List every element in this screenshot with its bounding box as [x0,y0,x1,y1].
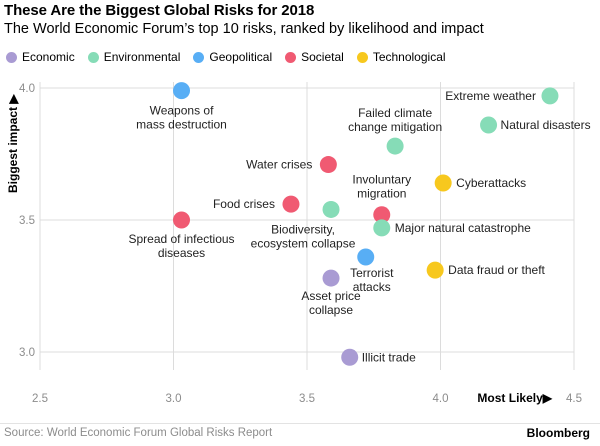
point-label: Involuntary migration [352,173,411,201]
point-label: Asset price collapse [301,289,361,317]
legend-swatch-geopolitical [193,51,205,63]
legend-swatch-economic [6,51,17,63]
point-environmental [322,200,340,218]
x-tick-label: 4.5 [566,393,582,405]
point-label: Major natural catastrophe [395,221,531,235]
point-environmental [480,116,498,134]
point-label: Extreme weather [445,89,536,103]
point-label: Natural disasters [501,118,591,132]
data-points [173,82,559,366]
point-technological [434,174,452,192]
legend-label-technological: Technological [372,50,446,64]
chart-title: These Are the Biggest Global Risks for 2… [4,2,315,19]
y-tick-label: 3.0 [19,347,35,359]
y-axis-title: Biggest impact ▶ [6,94,20,193]
point-environmental [373,219,391,237]
x-tick-label: 4.0 [433,393,449,405]
legend-label-environmental: Environmental [103,50,181,64]
axis-ticks: 2.5 3.0 3.5 4.0 4.5 3.0 3.5 4.0 [19,83,582,405]
legend-swatch-societal [285,51,297,63]
point-label: Biodiversity, ecosystem collapse [251,222,356,250]
x-axis-title: Most Likely▶ [477,391,552,405]
point-label: Failed climate change mitigation [348,106,442,134]
legend-item-environmental: Environmental [87,50,181,64]
data-labels: Weapons of mass destruction Extreme weathe… [128,89,590,364]
legend: Economic Environmental Geopolitical Soci… [6,50,459,64]
point-societal [319,156,337,174]
legend-item-technological: Technological [356,50,446,64]
point-societal [282,195,300,213]
point-economic [322,269,340,287]
point-label: Weapons of mass destruction [136,104,227,132]
legend-label-societal: Societal [301,50,344,64]
point-societal [173,211,191,229]
brand-logo: Bloomberg [526,426,590,440]
point-label: Terrorist attacks [350,266,394,294]
point-label: Water crises [246,158,312,172]
point-environmental [541,87,559,105]
point-label: Spread of infectious diseases [128,232,234,260]
legend-label-economic: Economic [22,50,75,64]
x-tick-label: 3.0 [166,393,182,405]
y-tick-label: 4.0 [19,83,35,95]
grid [39,82,575,370]
source-note: Source: World Economic Forum Global Risk… [4,427,273,439]
point-economic [341,348,359,366]
point-geopolitical [357,248,375,266]
point-label: Cyberattacks [456,176,526,190]
footer-divider [0,423,600,424]
point-environmental [386,137,404,155]
legend-item-geopolitical: Geopolitical [193,50,272,64]
point-label: Illicit trade [362,350,416,364]
legend-item-societal: Societal [285,50,344,64]
legend-item-economic: Economic [6,50,75,64]
x-tick-label: 2.5 [32,393,48,405]
y-tick-label: 3.5 [19,215,35,227]
legend-swatch-technological [356,51,368,63]
axis-titles: Most Likely▶ Biggest impact ▶ [6,94,553,405]
point-societal [373,206,391,224]
point-label: Food crises [213,197,275,211]
x-tick-label: 3.5 [299,393,315,405]
legend-label-geopolitical: Geopolitical [209,50,273,64]
point-technological [426,261,444,279]
legend-swatch-environmental [87,51,99,63]
point-label: Data fraud or theft [448,263,545,277]
chart-subtitle: The World Economic Forum’s top 10 risks,… [4,21,484,37]
point-geopolitical [173,82,191,100]
